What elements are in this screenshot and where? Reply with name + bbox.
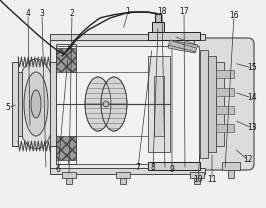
Bar bbox=[148, 162, 200, 170]
Text: 14: 14 bbox=[247, 94, 257, 103]
Bar bbox=[56, 44, 76, 164]
Bar bbox=[148, 56, 170, 152]
Ellipse shape bbox=[31, 90, 41, 118]
Bar bbox=[50, 62, 56, 146]
Bar bbox=[120, 178, 126, 184]
Ellipse shape bbox=[85, 77, 111, 131]
Bar bbox=[50, 40, 205, 170]
Text: 15: 15 bbox=[247, 63, 257, 73]
Text: 7: 7 bbox=[136, 163, 140, 172]
Text: 6: 6 bbox=[56, 166, 60, 175]
Text: 4: 4 bbox=[26, 10, 30, 19]
Bar bbox=[194, 178, 200, 184]
Bar bbox=[222, 162, 240, 170]
Ellipse shape bbox=[24, 72, 48, 136]
Bar bbox=[155, 14, 161, 22]
Text: 11: 11 bbox=[207, 176, 217, 184]
Bar bbox=[116, 172, 130, 178]
Ellipse shape bbox=[16, 59, 56, 149]
Text: 12: 12 bbox=[243, 156, 253, 165]
Bar bbox=[228, 170, 234, 178]
Text: 3: 3 bbox=[40, 10, 44, 19]
Bar bbox=[216, 106, 234, 114]
Ellipse shape bbox=[101, 77, 127, 131]
Bar bbox=[208, 56, 216, 152]
Text: 5: 5 bbox=[6, 104, 10, 113]
Bar bbox=[216, 88, 234, 96]
Polygon shape bbox=[168, 40, 198, 53]
FancyBboxPatch shape bbox=[194, 38, 254, 170]
Bar bbox=[152, 22, 164, 32]
Bar bbox=[56, 136, 76, 160]
Bar bbox=[190, 172, 204, 178]
Text: 16: 16 bbox=[229, 11, 239, 21]
Bar bbox=[216, 70, 234, 78]
Text: 2: 2 bbox=[70, 10, 74, 19]
Bar bbox=[200, 50, 208, 158]
Bar bbox=[62, 172, 76, 178]
Text: 1: 1 bbox=[126, 7, 130, 16]
Bar bbox=[154, 76, 164, 136]
Bar bbox=[148, 32, 200, 40]
Bar bbox=[66, 178, 72, 184]
Bar bbox=[50, 34, 205, 40]
Bar bbox=[50, 168, 205, 174]
Text: 10: 10 bbox=[193, 176, 203, 184]
Bar bbox=[216, 124, 234, 132]
Text: 9: 9 bbox=[169, 166, 174, 175]
Bar bbox=[12, 62, 18, 146]
Bar bbox=[216, 62, 224, 146]
Text: 13: 13 bbox=[247, 124, 257, 132]
Bar bbox=[56, 46, 199, 164]
Ellipse shape bbox=[103, 101, 109, 107]
Text: 17: 17 bbox=[179, 7, 189, 16]
Text: 8: 8 bbox=[151, 163, 155, 172]
Bar bbox=[56, 48, 76, 72]
Bar bbox=[18, 72, 22, 136]
Text: 18: 18 bbox=[157, 7, 167, 16]
